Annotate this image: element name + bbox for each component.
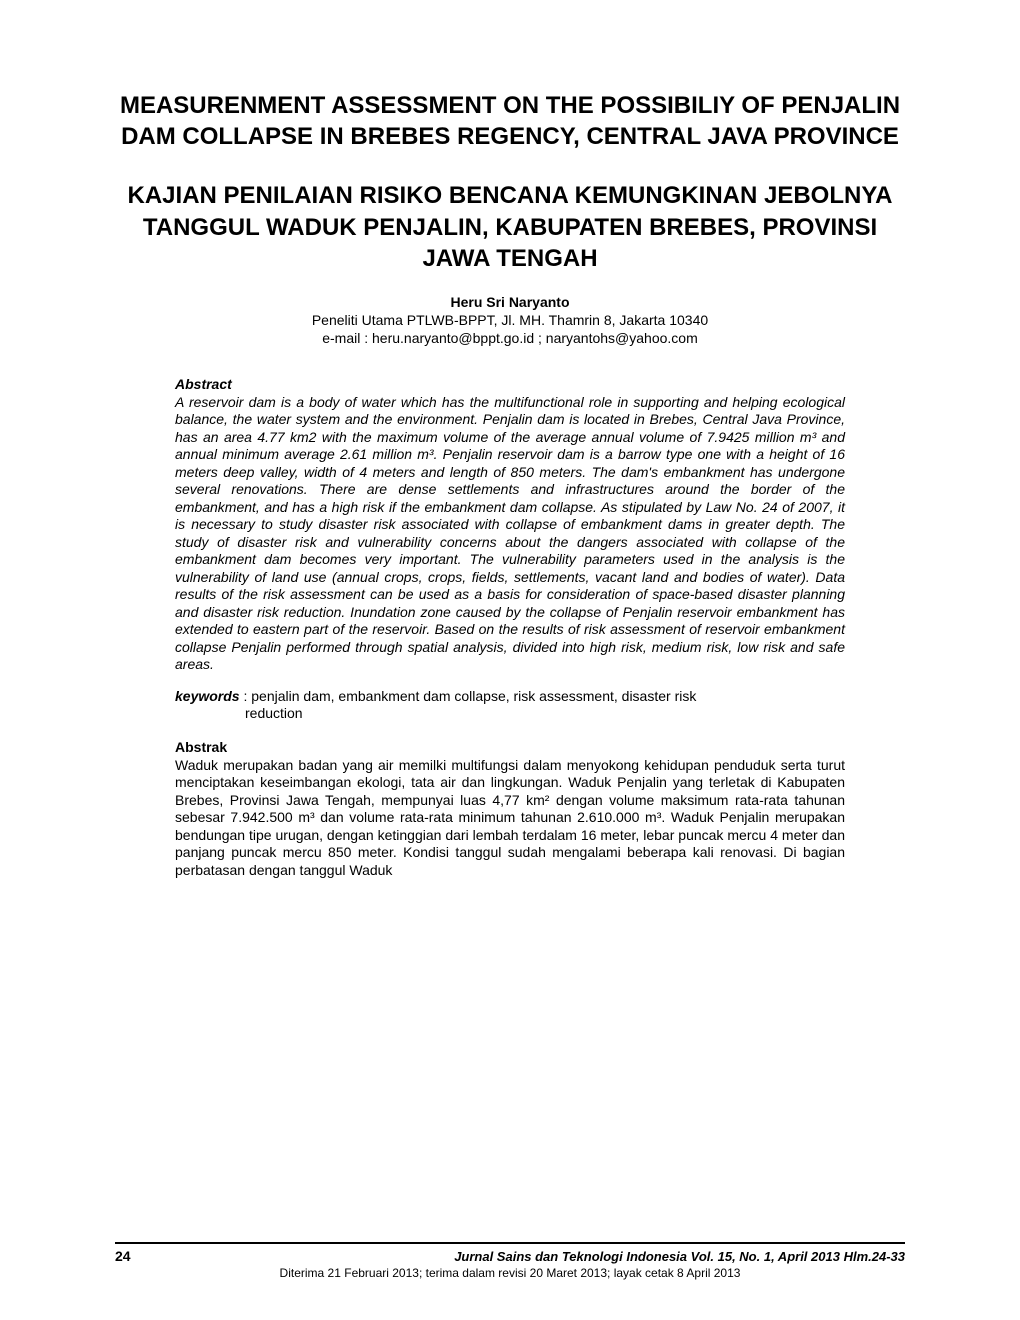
abstrak-body: Waduk merupakan badan yang air memilki m… bbox=[115, 757, 905, 880]
author-affiliation: Peneliti Utama PTLWB-BPPT, Jl. MH. Thamr… bbox=[115, 312, 905, 328]
footer-row: 24 Jurnal Sains dan Teknologi Indonesia … bbox=[115, 1248, 905, 1264]
abstract-heading: Abstract bbox=[115, 376, 905, 392]
keywords-text-line1: : penjalin dam, embankment dam collapse,… bbox=[240, 688, 697, 704]
page-number: 24 bbox=[115, 1248, 131, 1264]
keywords-text-line2: reduction bbox=[175, 705, 845, 723]
journal-citation: Jurnal Sains dan Teknologi Indonesia Vol… bbox=[454, 1249, 905, 1264]
author-name: Heru Sri Naryanto bbox=[115, 294, 905, 310]
abstract-body: A reservoir dam is a body of water which… bbox=[115, 394, 905, 674]
keywords-label: keywords bbox=[175, 688, 240, 704]
page-footer: 24 Jurnal Sains dan Teknologi Indonesia … bbox=[115, 1242, 905, 1280]
keywords-block: keywords : penjalin dam, embankment dam … bbox=[115, 688, 905, 723]
title-indonesian: KAJIAN PENILAIAN RISIKO BENCANA KEMUNGKI… bbox=[115, 180, 905, 274]
abstrak-heading: Abstrak bbox=[115, 739, 905, 755]
footer-divider bbox=[115, 1242, 905, 1244]
received-dates: Diterima 21 Februari 2013; terima dalam … bbox=[115, 1266, 905, 1280]
author-email: e-mail : heru.naryanto@bppt.go.id ; nary… bbox=[115, 330, 905, 346]
title-english: MEASURENMENT ASSESSMENT ON THE POSSIBILI… bbox=[115, 90, 905, 152]
